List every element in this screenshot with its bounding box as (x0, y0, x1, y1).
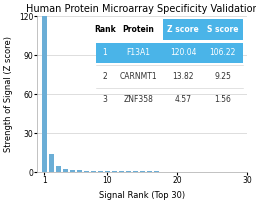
Text: F13A1: F13A1 (126, 48, 151, 58)
Text: S score: S score (207, 25, 239, 34)
Bar (70, 170, 75, 172)
Bar (49, 154, 54, 172)
Bar (56, 166, 61, 172)
Text: 2: 2 (103, 72, 108, 81)
Text: Z score: Z score (167, 25, 199, 34)
FancyBboxPatch shape (96, 43, 243, 63)
Bar (140, 171, 145, 172)
Text: 106.22: 106.22 (210, 48, 236, 58)
Bar (63, 169, 68, 172)
Bar (42, 16, 47, 172)
FancyBboxPatch shape (163, 19, 243, 40)
Text: 1.56: 1.56 (214, 95, 231, 104)
Text: Rank: Rank (94, 25, 116, 34)
Bar (105, 171, 110, 172)
Text: Z score: Z score (167, 25, 199, 34)
Text: 9.25: 9.25 (214, 72, 231, 81)
Text: 1: 1 (103, 48, 108, 58)
Text: 3: 3 (103, 95, 108, 104)
Bar (91, 171, 96, 172)
Bar (119, 171, 124, 172)
Bar (77, 170, 82, 172)
Title: Human Protein Microarray Specificity Validation: Human Protein Microarray Specificity Val… (26, 4, 256, 14)
Bar (133, 171, 137, 172)
X-axis label: Signal Rank (Top 30): Signal Rank (Top 30) (99, 191, 185, 200)
Text: Protein: Protein (123, 25, 155, 34)
Text: S score: S score (207, 25, 239, 34)
Text: 4.57: 4.57 (174, 95, 191, 104)
Bar (112, 171, 116, 172)
Text: 120.04: 120.04 (170, 48, 196, 58)
Bar (84, 171, 89, 172)
Y-axis label: Strength of Signal (Z score): Strength of Signal (Z score) (4, 36, 13, 152)
Text: CARNMT1: CARNMT1 (120, 72, 157, 81)
Text: ZNF358: ZNF358 (124, 95, 154, 104)
Bar (98, 171, 103, 172)
Text: 13.82: 13.82 (172, 72, 194, 81)
Bar (126, 171, 131, 172)
